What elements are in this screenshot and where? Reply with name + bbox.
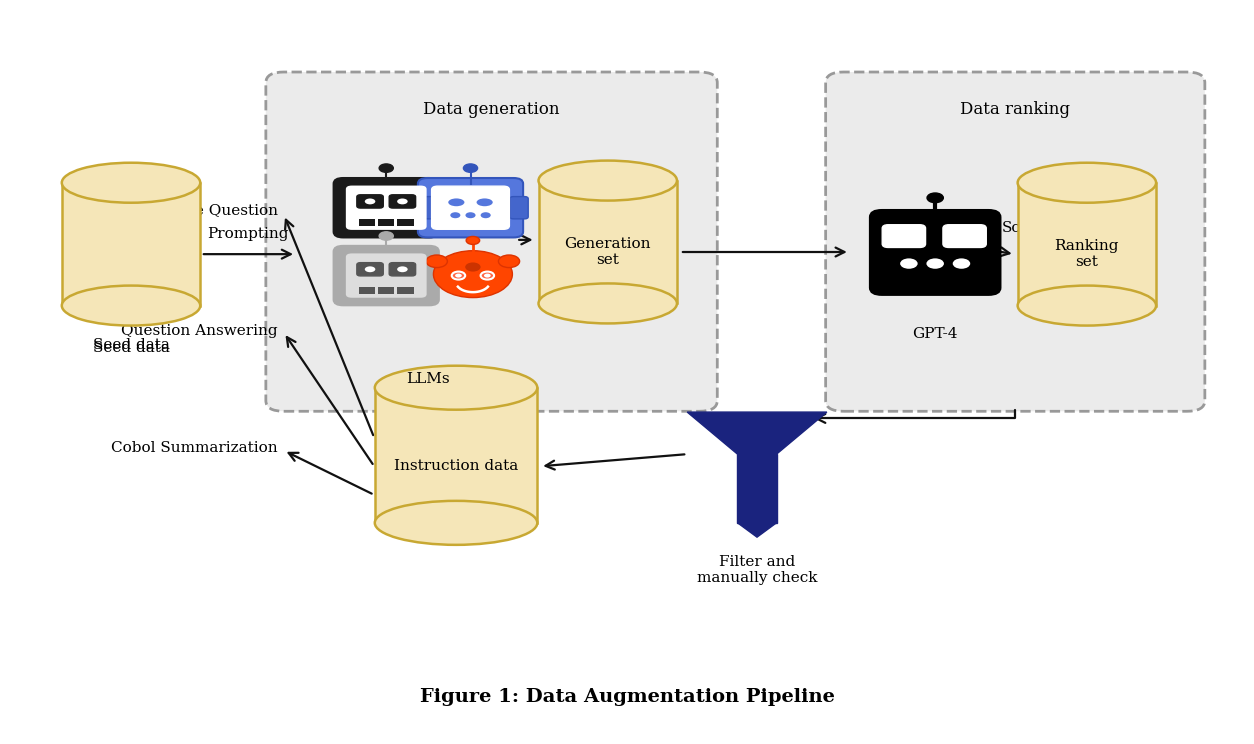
Circle shape bbox=[426, 255, 448, 268]
Circle shape bbox=[465, 263, 480, 272]
FancyBboxPatch shape bbox=[870, 210, 1001, 295]
Text: Question Answering: Question Answering bbox=[122, 324, 278, 338]
FancyBboxPatch shape bbox=[346, 254, 426, 298]
FancyBboxPatch shape bbox=[359, 287, 375, 294]
Text: Generation
set: Generation set bbox=[564, 237, 651, 267]
Text: Data generation: Data generation bbox=[424, 100, 559, 118]
Text: Prompting: Prompting bbox=[208, 228, 290, 241]
Text: Filter and
manually check: Filter and manually check bbox=[697, 555, 818, 586]
Bar bbox=[61, 183, 201, 306]
Text: Ranking
set: Ranking set bbox=[1055, 239, 1119, 269]
FancyBboxPatch shape bbox=[883, 225, 925, 248]
Ellipse shape bbox=[365, 199, 375, 205]
Bar bbox=[1018, 183, 1156, 306]
Circle shape bbox=[464, 164, 478, 173]
FancyBboxPatch shape bbox=[359, 219, 375, 226]
FancyBboxPatch shape bbox=[418, 178, 523, 237]
Text: Scoring: Scoring bbox=[1002, 221, 1061, 235]
Ellipse shape bbox=[448, 199, 464, 206]
FancyBboxPatch shape bbox=[389, 195, 415, 208]
Text: Data ranking: Data ranking bbox=[961, 100, 1070, 118]
Text: LLMs: LLMs bbox=[406, 372, 450, 386]
Circle shape bbox=[450, 212, 460, 218]
Text: GPT-4: GPT-4 bbox=[913, 327, 958, 341]
Ellipse shape bbox=[1018, 163, 1156, 202]
FancyBboxPatch shape bbox=[346, 185, 426, 230]
FancyBboxPatch shape bbox=[334, 178, 439, 237]
FancyBboxPatch shape bbox=[334, 246, 439, 305]
Circle shape bbox=[480, 212, 490, 218]
Polygon shape bbox=[737, 523, 776, 537]
Circle shape bbox=[455, 274, 461, 278]
Ellipse shape bbox=[538, 283, 677, 324]
FancyBboxPatch shape bbox=[266, 72, 717, 411]
Text: Multiple Choice Question: Multiple Choice Question bbox=[82, 205, 278, 218]
Circle shape bbox=[927, 193, 943, 202]
Text: Figure 1: Data Augmentation Pipeline: Figure 1: Data Augmentation Pipeline bbox=[420, 688, 834, 706]
Circle shape bbox=[498, 255, 519, 268]
FancyBboxPatch shape bbox=[431, 186, 509, 229]
FancyBboxPatch shape bbox=[379, 219, 394, 226]
Circle shape bbox=[465, 212, 475, 218]
Ellipse shape bbox=[61, 163, 201, 202]
Ellipse shape bbox=[477, 199, 493, 206]
Ellipse shape bbox=[61, 286, 201, 326]
Circle shape bbox=[953, 258, 971, 269]
Text: Cobol Summarization: Cobol Summarization bbox=[112, 441, 278, 455]
Ellipse shape bbox=[375, 366, 537, 410]
FancyBboxPatch shape bbox=[398, 219, 414, 226]
Ellipse shape bbox=[398, 199, 408, 205]
Circle shape bbox=[379, 164, 394, 173]
Circle shape bbox=[484, 274, 490, 278]
Ellipse shape bbox=[375, 501, 537, 545]
FancyBboxPatch shape bbox=[379, 287, 394, 294]
Circle shape bbox=[466, 237, 479, 245]
FancyBboxPatch shape bbox=[510, 196, 528, 219]
Polygon shape bbox=[687, 412, 826, 454]
Ellipse shape bbox=[1018, 286, 1156, 326]
FancyBboxPatch shape bbox=[357, 195, 384, 208]
Circle shape bbox=[451, 272, 465, 280]
Text: Seed data: Seed data bbox=[93, 341, 169, 356]
Circle shape bbox=[379, 232, 394, 240]
Text: Instruction data: Instruction data bbox=[394, 459, 518, 473]
FancyBboxPatch shape bbox=[737, 454, 776, 523]
Text: Seed data: Seed data bbox=[93, 339, 169, 353]
FancyBboxPatch shape bbox=[943, 225, 987, 248]
Circle shape bbox=[927, 258, 944, 269]
Circle shape bbox=[434, 251, 513, 298]
Circle shape bbox=[480, 272, 494, 280]
FancyBboxPatch shape bbox=[357, 263, 384, 276]
FancyBboxPatch shape bbox=[424, 196, 443, 219]
FancyBboxPatch shape bbox=[825, 72, 1205, 411]
FancyBboxPatch shape bbox=[389, 263, 415, 276]
Bar bbox=[538, 181, 677, 304]
FancyBboxPatch shape bbox=[398, 287, 414, 294]
Ellipse shape bbox=[365, 266, 375, 272]
Circle shape bbox=[900, 258, 918, 269]
Ellipse shape bbox=[538, 161, 677, 201]
Ellipse shape bbox=[398, 266, 408, 272]
Bar bbox=[375, 388, 537, 523]
